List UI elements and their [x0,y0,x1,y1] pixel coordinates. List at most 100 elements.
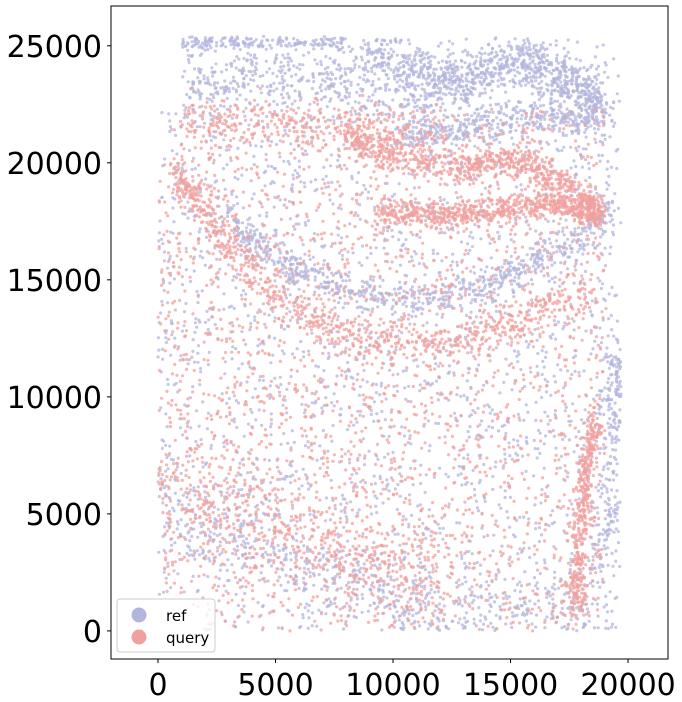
ref-point [456,230,460,235]
ref-point [411,63,415,67]
ref-point [370,583,374,587]
ref-point [299,180,303,184]
ref-point [547,70,551,74]
ref-point [350,177,354,181]
ref-point [204,495,208,499]
ref-point [365,48,369,53]
ref-point [322,72,326,76]
ref-point [240,71,244,75]
ref-point [282,327,286,331]
ref-point [228,104,232,108]
ref-point [536,447,540,451]
ref-point [433,590,437,594]
ref-point [339,413,343,417]
ref-point [380,628,384,632]
ref-point [191,464,195,469]
ref-point [413,86,417,90]
ref-point [408,119,412,123]
ref-point [291,506,295,510]
ref-point [229,304,234,308]
ref-point [223,372,227,376]
ref-point [523,570,527,574]
ref-point [524,145,529,149]
ref-point [232,59,237,63]
ref-point [553,99,557,103]
ref-point [469,310,473,314]
ref-point [277,575,281,579]
ref-point [569,78,573,82]
ref-point [169,586,173,590]
ref-point [419,54,423,58]
ref-point [275,74,279,78]
ref-point [314,364,318,368]
ref-point [564,469,568,473]
ref-point [178,426,183,430]
ref-point [183,108,187,112]
ref-point [545,53,550,57]
ref-point [573,369,577,373]
ref-point [489,256,493,260]
ref-point [575,40,580,44]
ref-point [253,387,257,391]
ref-point [515,120,519,124]
ref-point [417,300,421,304]
ref-point [528,75,533,79]
ref-point [569,145,573,149]
ref-point [591,112,595,116]
ref-point [572,159,576,163]
ref-point [570,129,574,133]
ref-point [225,214,230,218]
ref-point [376,457,380,461]
ref-point [431,248,435,252]
ref-point [482,535,486,539]
ref-point [521,454,525,458]
ref-point [278,155,282,159]
ref-point [450,87,454,91]
ref-point [539,269,543,273]
ref-point [224,68,228,72]
ref-point [232,75,236,79]
ref-point [279,382,283,387]
ref-point [219,104,223,108]
ref-point [163,157,167,161]
ref-point [535,581,539,585]
ref-point [181,212,185,216]
ref-point [319,60,323,64]
ref-point [509,125,513,129]
ref-point [276,626,281,630]
ref-point [437,61,441,65]
ref-point [393,310,397,314]
ref-point [367,95,371,99]
ref-point [487,146,491,150]
ref-point [292,177,296,181]
ref-point [553,261,557,265]
ref-point [304,223,308,227]
ref-point [324,612,328,616]
ref-point [397,318,401,322]
ref-point [450,127,454,131]
ref-point [234,195,239,199]
ref-point [488,411,492,415]
ref-point [519,117,523,121]
ref-point [600,153,604,158]
ref-point [298,256,303,260]
ref-point [540,533,544,537]
ref-point [469,269,473,273]
ref-point [428,81,432,86]
ref-point [449,304,453,308]
ref-point [587,161,591,165]
ref-point [573,116,578,120]
ref-point [407,525,411,529]
ref-point [296,279,300,283]
ref-point [546,414,550,418]
ref-point [470,552,474,556]
ref-point [185,93,189,97]
ref-point [346,360,350,365]
ref-point [570,82,574,86]
ref-point [499,273,503,277]
ref-point [465,396,469,400]
ref-point [238,505,242,509]
ref-point [347,270,351,274]
ref-point [607,174,611,178]
ref-point [285,83,289,87]
